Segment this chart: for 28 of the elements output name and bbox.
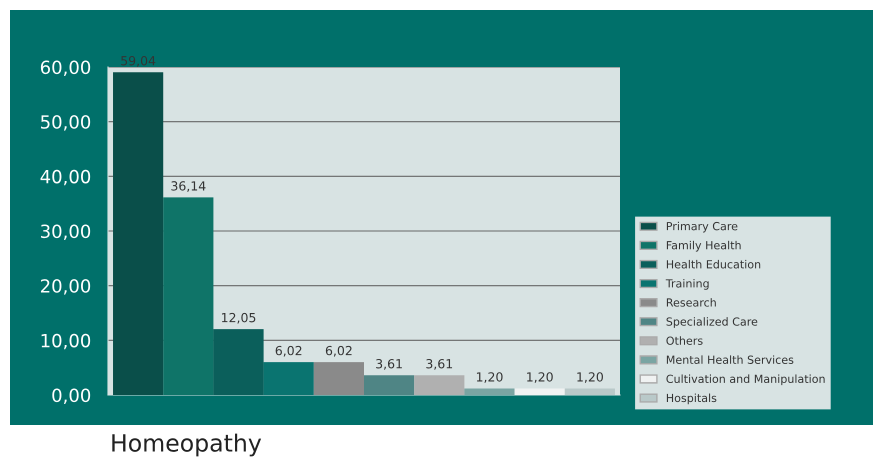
data-label: 36,14 <box>171 181 206 192</box>
legend-label: Hospitals <box>666 394 716 404</box>
data-label: 3,61 <box>426 359 452 370</box>
data-label: 12,05 <box>222 312 256 324</box>
y-tick-label: 30,00 <box>41 224 90 240</box>
data-label: 3,61 <box>376 359 402 370</box>
legend-label: Training <box>666 278 709 290</box>
data-label: 59,04 <box>121 56 156 67</box>
data-label: 1,20 <box>476 372 503 383</box>
legend-label: Primary Care <box>666 222 738 232</box>
data-label: 1,20 <box>527 372 553 383</box>
legend-label: Family Health <box>666 240 741 252</box>
y-tick-label: 40,00 <box>40 170 90 186</box>
y-tick-label: 50,00 <box>41 115 90 131</box>
legend-label: Cultivation and Manipulation <box>666 374 825 386</box>
text: Homeopathy <box>112 434 262 456</box>
legend-label: Research <box>666 298 716 307</box>
legend-label: Mental Health Services <box>666 355 794 364</box>
y-tick-label: 60,00 <box>40 60 90 76</box>
data-label: 6,02 <box>276 346 302 357</box>
y-tick-label: 10,00 <box>42 334 90 350</box>
legend-label: Others <box>666 336 703 345</box>
data-label: 6,02 <box>326 346 352 357</box>
y-tick-label: 0,00 <box>52 388 90 404</box>
legend-label: Specialized Care <box>666 317 758 328</box>
y-tick-label: 20,00 <box>40 279 90 295</box>
data-label: 1,20 <box>577 372 603 383</box>
legend-label: Health Education <box>666 260 760 269</box>
